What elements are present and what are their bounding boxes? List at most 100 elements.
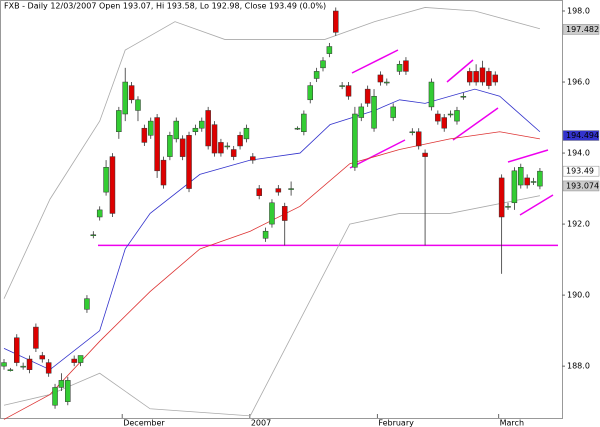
y-tick-label: 190.0 <box>567 291 590 300</box>
candle-body <box>505 206 511 208</box>
candle-body <box>7 369 14 371</box>
candle-body <box>447 113 454 116</box>
candle-body <box>275 188 282 193</box>
value-box <box>562 180 600 192</box>
value-box-label: 194.494 <box>566 131 599 140</box>
candle-body <box>511 170 518 204</box>
candle-body <box>237 135 243 147</box>
candle-body <box>1 362 7 367</box>
candle-body <box>288 188 294 190</box>
candle-body <box>230 149 237 157</box>
trend-line <box>519 194 554 216</box>
candle-body <box>396 64 403 72</box>
candle-body <box>269 202 275 225</box>
candle-body <box>486 71 492 86</box>
candle-body <box>77 355 84 363</box>
candle-body <box>479 67 486 83</box>
trend-line <box>507 149 549 163</box>
candle-body <box>199 120 205 129</box>
trend-line <box>349 139 406 169</box>
candle-body <box>435 113 441 122</box>
candle-body <box>218 142 224 154</box>
candle-body <box>415 131 422 147</box>
candle-body <box>326 46 333 54</box>
candle-body <box>141 127 148 143</box>
candle-body <box>352 113 358 168</box>
candle-body <box>39 355 46 360</box>
candle-body <box>466 71 473 83</box>
indicator-line <box>3 88 541 371</box>
candle-body <box>96 209 103 218</box>
candle-body <box>262 230 269 239</box>
value-box <box>562 130 600 141</box>
candle-body <box>167 135 173 157</box>
candle-body <box>492 74 499 83</box>
candle-body <box>173 120 180 140</box>
candle-body <box>333 10 339 33</box>
x-tick-label: February <box>378 419 414 427</box>
candle-body <box>371 95 377 129</box>
candle-body <box>186 135 192 189</box>
candle-body <box>358 106 365 118</box>
candle-body <box>65 380 71 402</box>
candle-body <box>45 362 52 374</box>
candle-body <box>154 117 160 172</box>
candle-body <box>390 106 396 118</box>
candle-body <box>211 124 218 154</box>
value-box <box>562 165 600 177</box>
candle-body <box>294 127 301 130</box>
candle-body <box>33 326 39 349</box>
y-tick-label: 188.0 <box>567 362 590 371</box>
trend-line <box>446 59 474 83</box>
value-box-label: 197.482 <box>566 25 599 34</box>
candle-body <box>409 131 416 134</box>
candle-body <box>422 152 428 157</box>
value-box-label: 193.074 <box>566 181 599 190</box>
candle-body <box>14 337 20 363</box>
candle-body <box>179 138 186 157</box>
candle-body <box>20 365 26 368</box>
y-tick-label: 194.0 <box>567 149 590 158</box>
candle-body <box>339 85 345 87</box>
candle-body <box>377 74 384 83</box>
candle-body <box>135 99 141 111</box>
candle-body <box>26 358 33 370</box>
y-tick-label: 196.0 <box>567 78 590 87</box>
indicator-line <box>3 131 540 420</box>
candle-body <box>122 81 128 115</box>
candle-body <box>530 181 537 183</box>
candle-body <box>473 71 479 83</box>
candle-body <box>109 156 116 214</box>
chart-title: FXB - Daily 12/03/2007 Open 193.07, Hi 1… <box>4 2 326 11</box>
indicator-line <box>3 7 541 299</box>
x-tick-label: 2007 <box>251 419 271 427</box>
candle-body <box>537 170 543 187</box>
trend-line <box>351 49 399 74</box>
candle-body <box>301 113 307 133</box>
candle-body <box>160 159 167 186</box>
candle-body <box>320 60 326 69</box>
candle-body <box>307 85 313 101</box>
candle-body <box>441 117 447 129</box>
candle-body <box>250 156 256 161</box>
candle-body <box>71 358 77 363</box>
candle-body <box>364 88 371 104</box>
trend-line <box>452 107 499 141</box>
candle-body <box>454 110 460 122</box>
candle-body <box>58 380 65 388</box>
candle-body <box>103 167 109 193</box>
candle-body <box>313 71 320 79</box>
candle-body <box>345 85 352 97</box>
candle-body <box>224 145 231 148</box>
candle-body <box>524 177 530 186</box>
value-box <box>562 24 600 35</box>
candle-body <box>256 188 262 196</box>
x-tick-label: December <box>123 419 165 427</box>
candle-body <box>205 110 211 147</box>
candle-body <box>128 85 135 101</box>
candle-body <box>403 60 409 72</box>
y-tick-label: 192.0 <box>567 220 590 229</box>
candle-body <box>281 206 288 221</box>
candle-body <box>498 177 505 218</box>
